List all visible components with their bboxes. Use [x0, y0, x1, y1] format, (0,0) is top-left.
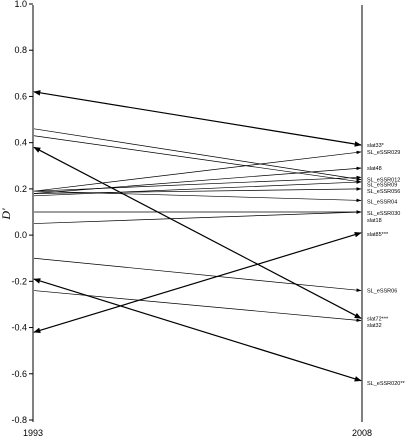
y-tick-label: 1.0 [14, 0, 27, 9]
x-tick-label-1993: 1993 [23, 428, 43, 437]
marker-labels: slat33*SL_eSSR029slat48SL_eSSR012SL_eSSR… [367, 143, 405, 387]
y-tick-label: -0.2 [11, 276, 27, 286]
marker-label: SL_eSSR04 [367, 200, 397, 206]
y-tick-label: 0.0 [14, 230, 27, 240]
marker-label: SL_eSSR029 [367, 150, 400, 156]
marker-label: slat72*** [367, 316, 389, 322]
y-tick-label: 0.6 [14, 91, 27, 101]
series-lines [33, 90, 362, 382]
series-line-11 [33, 231, 362, 334]
marker-label: slat48 [367, 166, 382, 172]
y-tick-label: -0.6 [11, 369, 27, 379]
series-line-12 [33, 257, 362, 292]
marker-label: slat18 [367, 218, 382, 224]
series-line-0 [33, 90, 362, 147]
marker-label: SL_eSSR06 [367, 289, 397, 295]
marker-label: slat32 [367, 323, 382, 329]
marker-label: SL_eSSR012 [367, 178, 400, 184]
y-axis-title: D' [0, 208, 13, 221]
marker-label: SL_eSSR020*** [367, 381, 405, 387]
y-tick-label: 0.2 [14, 184, 27, 194]
series-line-14 [33, 290, 362, 322]
series-line-8 [33, 190, 362, 203]
marker-label: SL_eSSR09 [367, 182, 397, 188]
series-line-13 [33, 146, 362, 319]
marker-label: SL_eSSR030 [367, 211, 400, 217]
marker-label: slat85*** [367, 232, 389, 238]
marker-label: slat33* [367, 143, 385, 149]
x-tick-label-2008: 2008 [352, 428, 372, 437]
series-line-2 [33, 135, 362, 184]
y-tick-label: -0.4 [11, 323, 27, 333]
y-tick-label: 0.8 [14, 45, 27, 55]
y-tick-label: 0.4 [14, 138, 27, 148]
marker-label: SL_eSSR056 [367, 189, 400, 195]
series-line-15 [33, 278, 362, 382]
y-ticks: 1.0 0.8 0.6 0.4 0.2 0.0 -0.2 -0.4 -0.6 -0.8 [11, 0, 33, 425]
series-line-10 [33, 210, 362, 224]
y-tick-label: -0.8 [11, 415, 27, 425]
